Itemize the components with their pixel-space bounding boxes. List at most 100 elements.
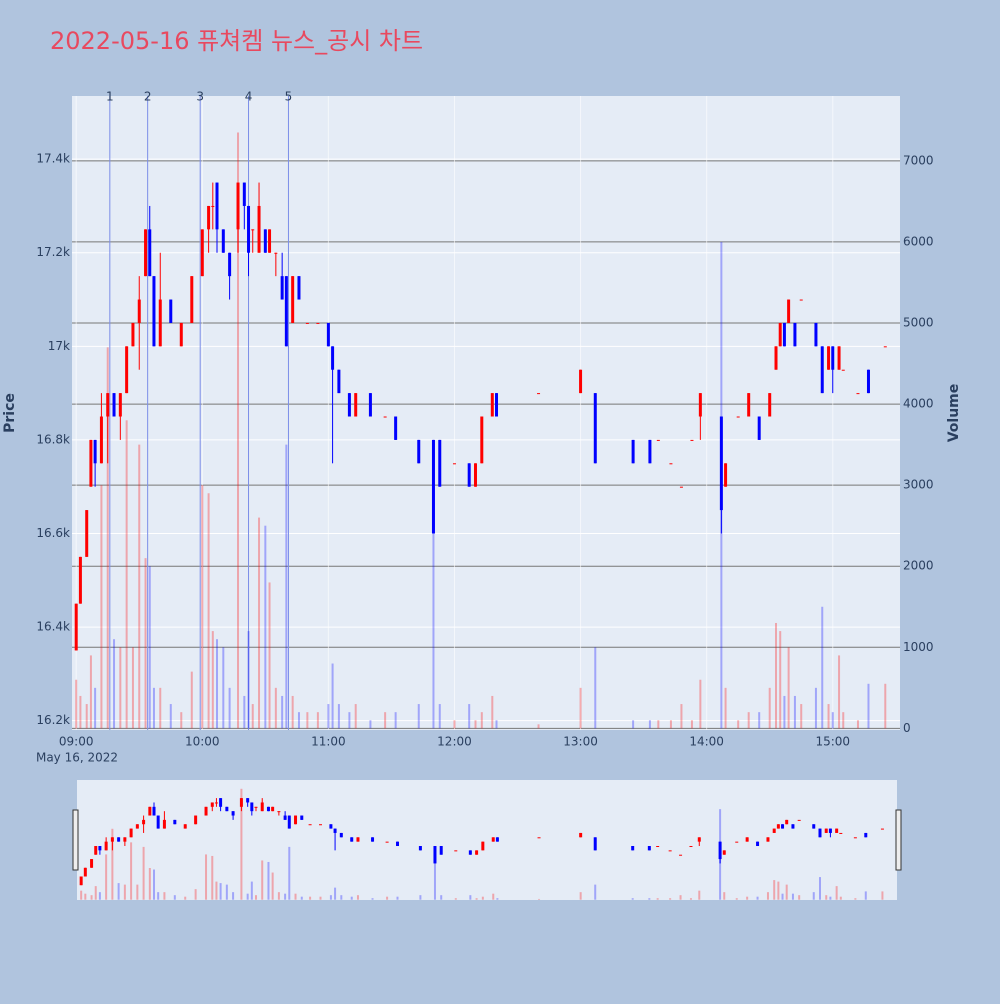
candle-body (690, 439, 694, 441)
volume-bar (680, 704, 683, 729)
mini-volume-bar (746, 896, 749, 900)
mini-candle-body (142, 819, 146, 825)
mini-volume-bar (433, 848, 436, 900)
volume-bar (100, 485, 103, 729)
mini-candle-body (219, 798, 223, 807)
mini-volume-bar (246, 893, 249, 900)
mini-candle-body (329, 824, 333, 829)
volume-bar (190, 671, 193, 729)
candle-body (394, 416, 398, 440)
candle-body (268, 229, 272, 253)
mini-candle-body (818, 828, 822, 838)
volume-bar (89, 655, 92, 729)
mini-candle-body (283, 815, 287, 820)
volume-bar (690, 720, 693, 729)
y2-tick-label: 0 (903, 721, 911, 735)
candle-body (490, 393, 494, 417)
volume-bar (180, 712, 183, 729)
candle-body (190, 276, 194, 323)
volume-bar (468, 704, 471, 729)
candle-body (814, 322, 818, 347)
y2-tick-label: 3000 (903, 478, 934, 492)
candle-body (274, 252, 278, 254)
mini-candle-body (260, 802, 264, 812)
candle-body (782, 322, 786, 347)
mini-candle-body (339, 832, 343, 838)
volume-bar (657, 720, 660, 729)
volume-bar (579, 687, 582, 729)
range-handle-left[interactable] (72, 809, 79, 871)
mini-candle-body (117, 837, 121, 842)
mini-candle-body (129, 828, 133, 838)
mini-volume-bar (396, 896, 399, 900)
y2-tick-label: 2000 (903, 559, 934, 573)
mini-volume-bar (440, 895, 443, 900)
y2-tick-label: 4000 (903, 397, 934, 411)
volume-bar (211, 631, 214, 729)
mini-candle-body (697, 837, 701, 842)
mini-candle-body (350, 837, 354, 842)
volume-bar (113, 639, 116, 729)
mini-candle-body (537, 837, 541, 839)
candle-body (480, 416, 484, 464)
mini-candle-body (98, 846, 102, 851)
volume-bar (856, 720, 859, 729)
mini-volume-bar (419, 895, 422, 900)
plot-area (72, 96, 900, 730)
range-slider[interactable] (77, 780, 897, 900)
volume-bar (327, 704, 330, 729)
mini-volume-bar (648, 898, 651, 900)
candle-body (284, 276, 288, 347)
mini-candle-body (396, 841, 400, 847)
mini-candle-body (110, 837, 114, 842)
news-label: 1 (106, 90, 114, 104)
candle-body (452, 463, 456, 465)
candle-body (768, 393, 772, 417)
candle-body (144, 229, 148, 277)
y2-tick-label: 5000 (903, 316, 934, 330)
mini-candle-body (371, 837, 375, 842)
mini-candle-body (204, 806, 208, 816)
mini-volume-bar (594, 884, 597, 900)
mini-volume-bar (791, 893, 794, 900)
candle-body (431, 439, 435, 534)
range-handle-right[interactable] (895, 809, 902, 871)
mini-candle-body (356, 837, 360, 842)
mini-candle-body (828, 828, 832, 833)
volume-bar (247, 631, 250, 729)
volume-bar (474, 720, 477, 729)
candle-body (438, 439, 442, 487)
mini-candle-body (631, 846, 635, 851)
mini-candle-body (308, 824, 312, 826)
mini-volume-bar (854, 898, 857, 900)
volume-bar (274, 687, 277, 729)
candle-body (337, 369, 341, 394)
candle-body (297, 276, 301, 300)
candle-body (856, 393, 860, 395)
mini-candle-body (225, 806, 229, 812)
volume-bar (537, 724, 540, 729)
candle-body (866, 369, 870, 394)
volume-bar (495, 720, 498, 729)
mini-volume-bar (300, 896, 303, 900)
candle-body (593, 393, 597, 464)
mini-candle-body (183, 824, 187, 829)
volume-bar (831, 712, 834, 729)
mini-candle-body (853, 837, 857, 839)
mini-candle-body (718, 841, 722, 860)
mini-volume-bar (756, 896, 759, 900)
candle-body (169, 299, 173, 323)
y-tick-label: 16.2k (36, 713, 70, 727)
mini-volume-bar (698, 890, 701, 900)
mini-candle-body (214, 802, 218, 804)
mini-volume-bar (80, 890, 83, 900)
mini-candle-body (491, 837, 495, 842)
x-tick-label: 15:00 (815, 735, 850, 749)
mini-candle-body (468, 850, 472, 855)
mini-volume-bar (656, 898, 659, 900)
mini-volume-bar (194, 889, 197, 900)
mini-candle-body (475, 850, 479, 855)
candle-body (883, 346, 887, 348)
mini-volume-bar (219, 883, 222, 900)
